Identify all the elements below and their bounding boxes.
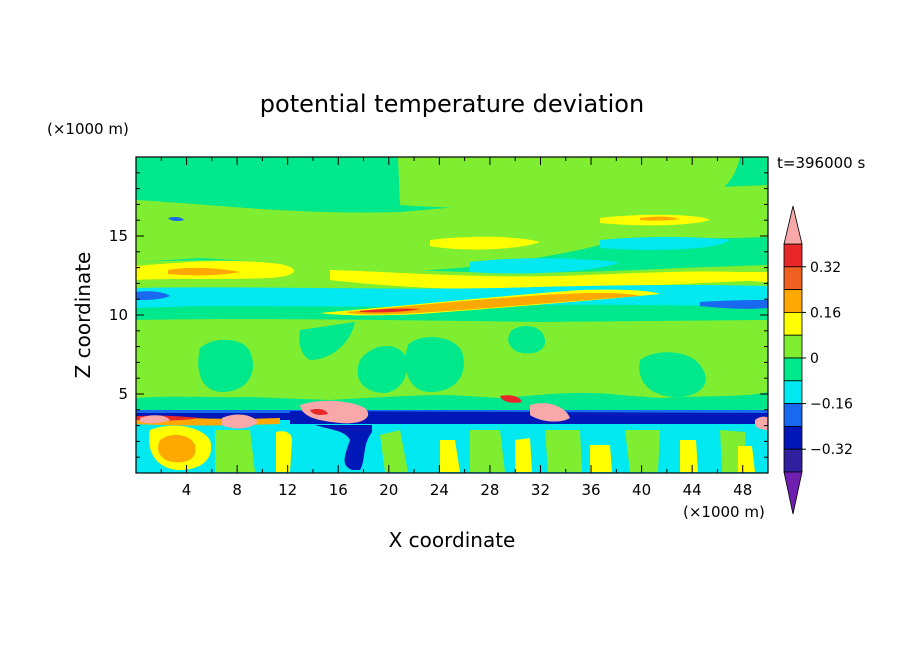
contour-region-orange xyxy=(168,267,240,276)
y-tick-label: 15 xyxy=(109,227,128,245)
colorbar-swatch xyxy=(783,357,803,382)
contour-region-neutral xyxy=(405,336,464,392)
x-axis-ticks: 4 8 12 16 20 24 28 32 36 40 44 48 xyxy=(160,157,752,499)
colorbar-max-triangle xyxy=(783,205,803,245)
colorbar-tick-label: 0.16 xyxy=(810,305,841,321)
colorbar-swatch xyxy=(783,334,803,359)
colorbar-swatch xyxy=(783,403,803,427)
contour-region-pink xyxy=(222,414,258,429)
contour-region-positive xyxy=(545,430,582,472)
contour-region-darkblue xyxy=(315,425,372,470)
contour-region-pink xyxy=(140,415,170,424)
x-tick-label: 36 xyxy=(581,481,600,499)
y-axis-ticks: 5 10 15 xyxy=(109,172,768,458)
x-tick-label: 40 xyxy=(632,481,651,499)
contour-region-positive xyxy=(380,430,408,472)
x-tick-label: 20 xyxy=(379,481,398,499)
contour-region-cyan xyxy=(470,258,620,274)
time-label: t=396000 s xyxy=(777,154,865,172)
colorbar-tick-label: 0.32 xyxy=(810,260,841,276)
x-tick-label: 44 xyxy=(683,481,702,499)
contour-region-yellow xyxy=(430,236,540,250)
colorbar-swatch xyxy=(783,448,803,473)
colorbar-swatch xyxy=(783,380,803,404)
colorbar-tick-label: −0.16 xyxy=(810,397,853,413)
chart-title: potential temperature deviation xyxy=(260,90,644,118)
x-tick-label: 16 xyxy=(329,481,348,499)
contour-region-neutral xyxy=(508,326,545,354)
contour-region-yellow xyxy=(440,440,460,472)
colorbar-swatch xyxy=(783,311,803,336)
x-tick-label: 48 xyxy=(733,481,752,499)
y-unit-label: (×1000 m) xyxy=(47,120,129,138)
y-tick-label: 5 xyxy=(118,385,128,403)
contour-region-yellow xyxy=(740,272,768,282)
contour-region-blue xyxy=(168,216,184,222)
contour-region-orange xyxy=(640,216,680,221)
contour-region-neutral xyxy=(198,339,253,393)
contour-region-positive xyxy=(470,430,505,472)
contour-region-yellow xyxy=(276,431,292,472)
x-tick-label: 32 xyxy=(531,481,550,499)
x-tick-label: 8 xyxy=(232,481,242,499)
contour-region-positive xyxy=(625,430,660,472)
contour-region-yellow xyxy=(515,438,532,472)
colorbar-min-triangle xyxy=(783,471,803,515)
contour-region-yellow xyxy=(330,270,768,290)
contour-region-yellow xyxy=(680,440,698,472)
contour-region-yellow xyxy=(590,445,612,472)
colorbar-swatch xyxy=(783,243,803,268)
contour-region-orange xyxy=(158,434,196,463)
contour-region-red xyxy=(310,409,328,415)
contour-region-blue xyxy=(700,300,768,309)
contour-region-neutral xyxy=(639,352,706,398)
contour-region-positive xyxy=(398,157,740,209)
x-tick-label: 28 xyxy=(480,481,499,499)
contour-region-pink xyxy=(755,416,768,430)
contour-region-cyan xyxy=(600,237,730,250)
colorbar-tick-label: 0 xyxy=(810,351,819,367)
contour-region-pink xyxy=(530,403,570,422)
contour-region-darkblue xyxy=(290,411,760,424)
x-tick-label: 12 xyxy=(278,481,297,499)
contour-region-red xyxy=(360,308,420,313)
contour-region-positive xyxy=(215,430,255,472)
contour-region-pink xyxy=(300,400,369,424)
y-tick-label: 10 xyxy=(109,306,128,324)
colorbar-swatch xyxy=(783,289,803,313)
contour-region-red xyxy=(500,395,522,403)
contour-region-blue xyxy=(136,291,170,300)
colorbar-swatch xyxy=(783,425,803,450)
contour-region-neutral xyxy=(357,345,407,393)
colorbar-swatch xyxy=(783,266,803,290)
x-tick-label: 24 xyxy=(430,481,449,499)
x-axis-label: X coordinate xyxy=(389,528,516,552)
x-unit-label: (×1000 m) xyxy=(683,503,765,521)
contour-field xyxy=(136,157,768,473)
colorbar-tick-label: −0.32 xyxy=(810,442,853,458)
y-axis-label: Z coordinate xyxy=(71,252,95,379)
colorbar: 0.32 0.16 0 −0.16 −0.32 xyxy=(783,205,853,515)
x-tick-label: 4 xyxy=(182,481,192,499)
contour-region-neutral xyxy=(299,322,355,360)
